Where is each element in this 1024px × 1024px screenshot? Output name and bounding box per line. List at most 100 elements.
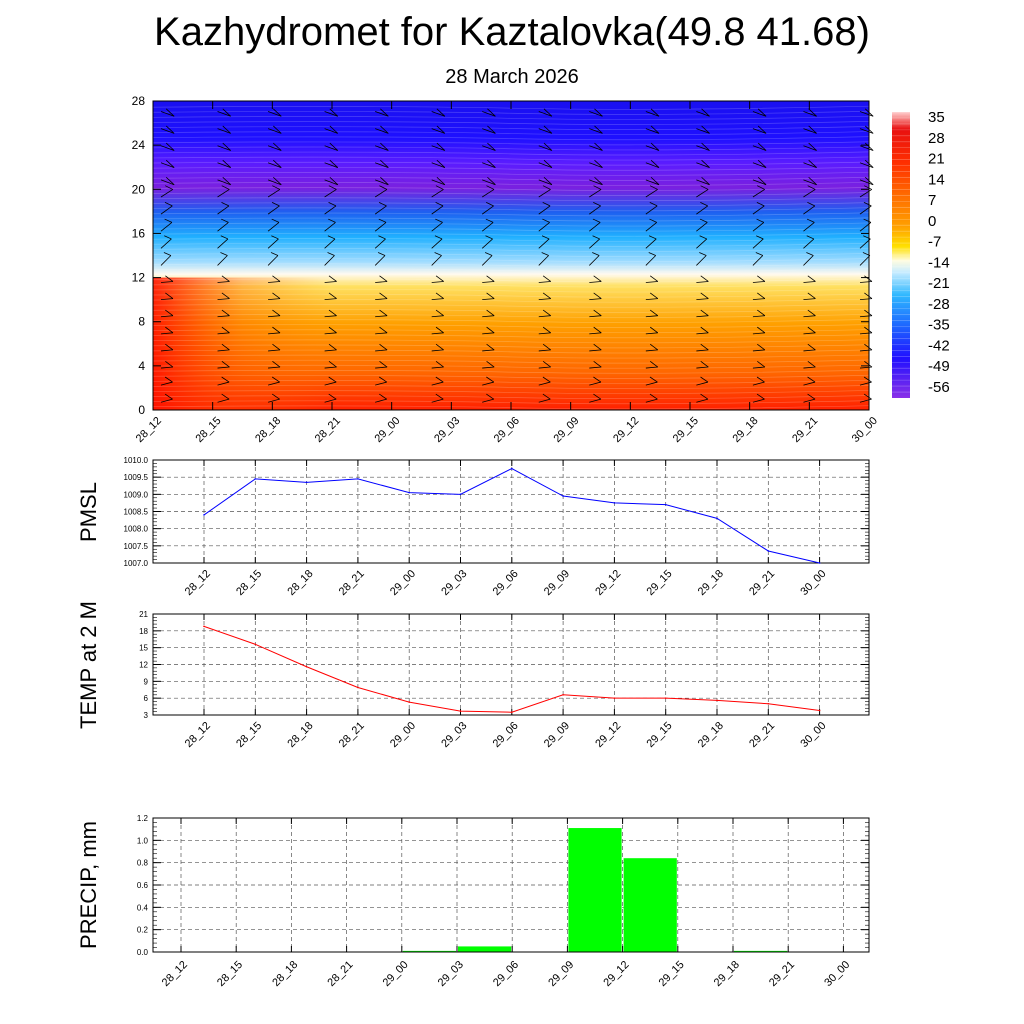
precip-y-tick-label: 0.6 [137,881,149,890]
wind-barb [589,238,600,249]
wind-barb [538,179,553,186]
wind-barb [589,349,602,352]
wind-barb [431,111,445,117]
precip-x-tick-label: 29_15 [657,959,687,989]
wind-barb-flag [487,108,496,117]
temperature-contour [152,187,870,191]
wind-barb [859,281,872,283]
wind-barb [217,162,231,168]
wind-barb [803,162,817,168]
wind-barb-flag [328,185,337,190]
wind-barb [752,145,767,151]
wind-barb [645,381,658,386]
temp-x-tick-label: 29_09 [542,720,572,750]
temperature-contour [152,344,870,349]
wind-barb-flag [863,393,872,400]
wind-barb [160,205,173,215]
wind-barb-flag [435,376,444,383]
precip-x-tick-label: 29_00 [381,959,411,989]
temperature-contour [152,329,870,334]
wind-barb [160,111,175,117]
wind-barb [645,145,660,151]
wind-barb [859,162,874,168]
wind-barb-flag [756,376,765,383]
colorbar-label: -56 [928,379,950,396]
wind-barb [752,366,765,369]
wind-barb-flag [329,142,339,151]
colorbar-label: -21 [928,275,950,292]
wind-barb [645,349,658,352]
wind-barb-flag [864,361,873,368]
wind-barb [482,298,495,301]
wind-barb-flag [649,393,658,400]
wind-barb [696,205,708,215]
wind-barb-flag [649,218,657,223]
wind-barb-flag [807,361,816,368]
wind-barb [752,111,767,117]
wind-barb-flag [486,326,495,334]
wind-barb-flag [165,185,173,190]
wind-barb-flag [220,218,229,223]
wind-barb [752,238,764,249]
wind-barb-flag [328,343,337,351]
wind-barb-flag [592,235,600,240]
wind-barb-flag [649,185,658,190]
wind-barb-flag [222,108,231,117]
wind-barb [696,281,709,283]
temp-frame [152,613,870,716]
wind-barb-flag [436,108,446,117]
wind-barb-flag [757,309,766,317]
temperature-contour [152,202,870,207]
wind-barb-flag [700,185,709,190]
wind-barb [696,381,709,386]
wind-barb-flag [757,326,766,334]
wind-barb [859,111,874,117]
wind-barb-flag [808,108,817,117]
temperature-contour [152,171,870,176]
wind-barb-flag [379,275,388,282]
wind-barb [752,315,765,318]
pmsl-x-tick-label: 29_09 [542,568,572,598]
x-tick-label: 29_15 [671,415,701,445]
temp-data-point [613,697,616,699]
wind-barb [267,179,282,186]
wind-barb-flag [808,159,817,168]
wind-barb [217,398,230,403]
colorbar-label: 0 [928,213,936,230]
wind-barb-flag [593,292,602,299]
wind-barb [375,162,389,168]
wind-barb [589,145,603,151]
wind-barb-flag [542,393,551,400]
wind-barb [803,179,817,186]
precip-y-tick-label: 0.0 [137,948,149,957]
wind-barb [267,145,282,151]
wind-barb [160,222,173,232]
wind-barb-flag [272,326,281,334]
wind-barb-flag [542,361,551,368]
wind-barb [538,349,551,352]
wind-barb-flag [756,393,765,400]
temp-x-tick-label: 28_15 [234,720,264,750]
precip-x-tick-label: 28_12 [160,959,190,989]
temperature-contour [152,176,870,181]
wind-barb [217,205,230,215]
temperature-contour [152,319,870,323]
wind-barb [217,145,231,151]
wind-barb-flag [485,202,494,207]
wind-barb-flag [435,361,444,368]
wind-barb-flag [756,185,765,190]
wind-barb [589,179,603,186]
pmsl-x-tick-label: 29_15 [645,568,675,598]
temperature-contour [152,288,870,293]
pmsl-data-point [203,514,205,516]
wind-barb-flag [486,309,495,317]
wind-barb-flag [328,326,337,334]
wind-barb [859,332,872,335]
wind-barb-flag [436,142,446,151]
wind-barb-flag [864,326,873,334]
temp-y-tick-label: 6 [144,694,149,703]
wind-barb-flag [165,159,175,168]
wind-barb-flag [484,252,493,256]
temp-x-tick-label: 29_12 [593,720,623,750]
wind-barb-flag [806,235,815,240]
